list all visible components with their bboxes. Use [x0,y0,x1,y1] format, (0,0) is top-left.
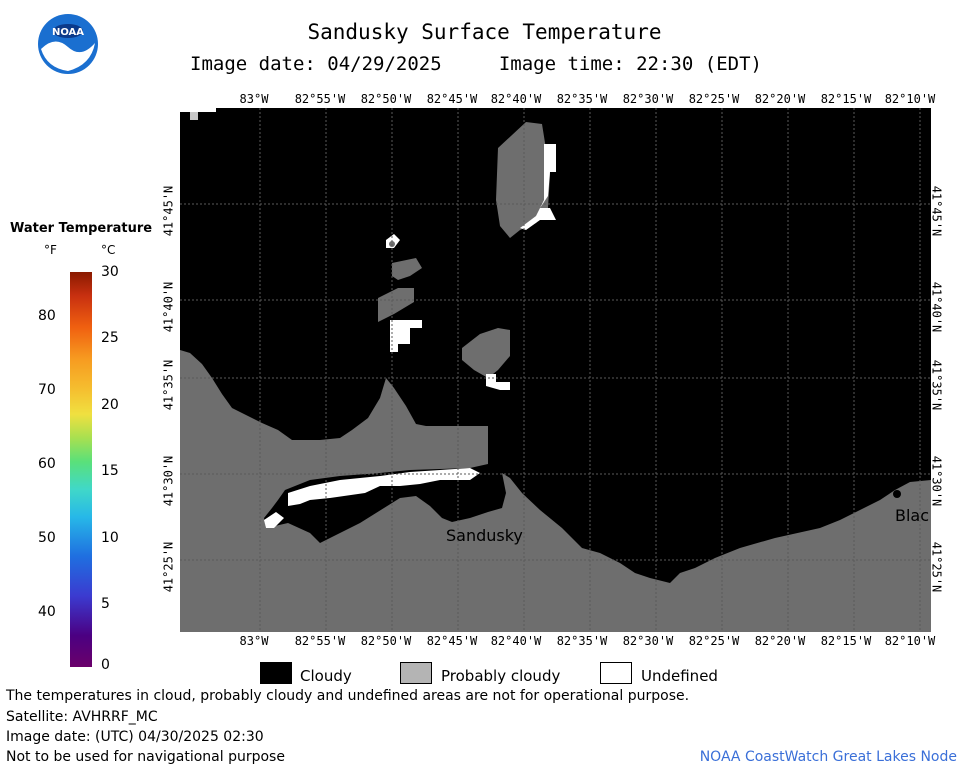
lat-label-right: 41°25'N [929,541,944,593]
lon-label-bottom: 83°W [239,634,269,648]
legend-swatch-probably-cloudy [400,662,432,684]
colorbar-tick-f: 70 [38,382,56,398]
lon-label-top: 82°55'W [294,92,346,106]
colorbar-tick-c: 5 [101,596,110,612]
legend-label-probably-cloudy: Probably cloudy [441,667,561,685]
colorbar-title: Water Temperature [10,221,153,236]
noaa-logo-icon: NOAA [38,14,98,74]
undefined-shore [288,468,480,506]
lon-label-top: 82°25'W [688,92,740,106]
bass-island-small [378,288,414,322]
colorbar-tick-c: 20 [101,397,119,413]
undefined-shore [300,494,385,520]
lon-label-bottom: 82°35'W [556,634,608,648]
lon-label-top: 82°35'W [556,92,608,106]
lon-label-top: 82°40'W [490,92,542,106]
node-credit: NOAA CoastWatch Great Lakes Node [699,749,957,765]
lon-label-top: 82°10'W [884,92,936,106]
colorbar-tick-c: 25 [101,330,119,346]
undefined-patch [390,320,422,352]
lon-label-top: 82°45'W [426,92,478,106]
legend-label-cloudy: Cloudy [300,667,352,685]
lat-label-right: 41°45'N [929,185,944,237]
place-label-bla: Blac [895,506,930,525]
lon-label-bottom: 82°50'W [360,634,412,648]
legend-swatch-cloudy [260,662,292,684]
lon-label-bottom: 82°15'W [820,634,872,648]
probably-cloudy-land [180,350,931,632]
logo-text: NOAA [52,27,84,38]
lon-label-top: 83°W [239,92,269,106]
colorbar-tick-f: 50 [38,530,56,546]
kelleys-island-east [496,122,550,238]
colorbar-unit-f: °F [44,243,57,257]
sandusky-marker [488,500,496,508]
lat-label-left: 41°25'N [161,541,176,593]
lon-label-bottom: 82°20'W [754,634,806,648]
colorbar-tick-c: 30 [101,264,119,280]
colorbar-tick-c: 10 [101,530,119,546]
undefined-patch [520,144,556,230]
lon-label-top: 82°15'W [820,92,872,106]
lat-label-right: 41°40'N [929,281,944,333]
lon-label-top: 82°20'W [754,92,806,106]
lon-label-bottom: 82°40'W [490,634,542,648]
undefined-shore [264,512,284,528]
undefined-area [190,112,198,120]
disclaimer-text: The temperatures in cloud, probably clou… [6,688,690,704]
lon-label-bottom: 82°10'W [884,634,936,648]
navigation-warning: Not to be used for navigational purpose [6,749,285,765]
bass-island-mid [392,258,422,280]
lon-label-bottom: 82°30'W [622,634,674,648]
place-label-sandusky: Sandusky [446,526,523,545]
lat-label-left: 41°30'N [161,455,176,507]
colorbar-tick-f: 40 [38,604,56,620]
colorbar-tick-c: 0 [101,657,110,673]
lat-label-left: 41°35'N [161,359,176,411]
satellite-text: Satellite: AVHRRF_MC [6,709,158,725]
utc-date-text: Image date: (UTC) 04/30/2025 02:30 [6,729,264,745]
legend-swatch-undefined [600,662,632,684]
lon-label-top: 82°50'W [360,92,412,106]
lat-label-right: 41°30'N [929,455,944,507]
map-title: Sandusky Surface Temperature [307,20,662,44]
temperature-colorbar [70,272,92,667]
lon-label-bottom: 82°45'W [426,634,478,648]
lat-label-right: 41°35'N [929,359,944,411]
lat-label-left: 41°45'N [161,185,176,237]
lat-label-left: 41°40'N [161,281,176,333]
colorbar-tick-c: 15 [101,463,119,479]
colorbar-tick-f: 60 [38,456,56,472]
image-date-time: Image date: 04/29/2025 Image time: 22:30… [190,53,762,75]
lon-label-bottom: 82°55'W [294,634,346,648]
kelleys-island [462,328,510,378]
lon-label-top: 82°30'W [622,92,674,106]
colorbar-unit-c: °C [101,243,116,257]
legend-label-undefined: Undefined [641,667,718,685]
colorbar-tick-f: 80 [38,308,56,324]
undefined-area [180,108,216,112]
temperature-map [180,108,931,632]
lon-label-bottom: 82°25'W [688,634,740,648]
map-grid [180,108,931,632]
marblehead-marker [893,490,901,498]
